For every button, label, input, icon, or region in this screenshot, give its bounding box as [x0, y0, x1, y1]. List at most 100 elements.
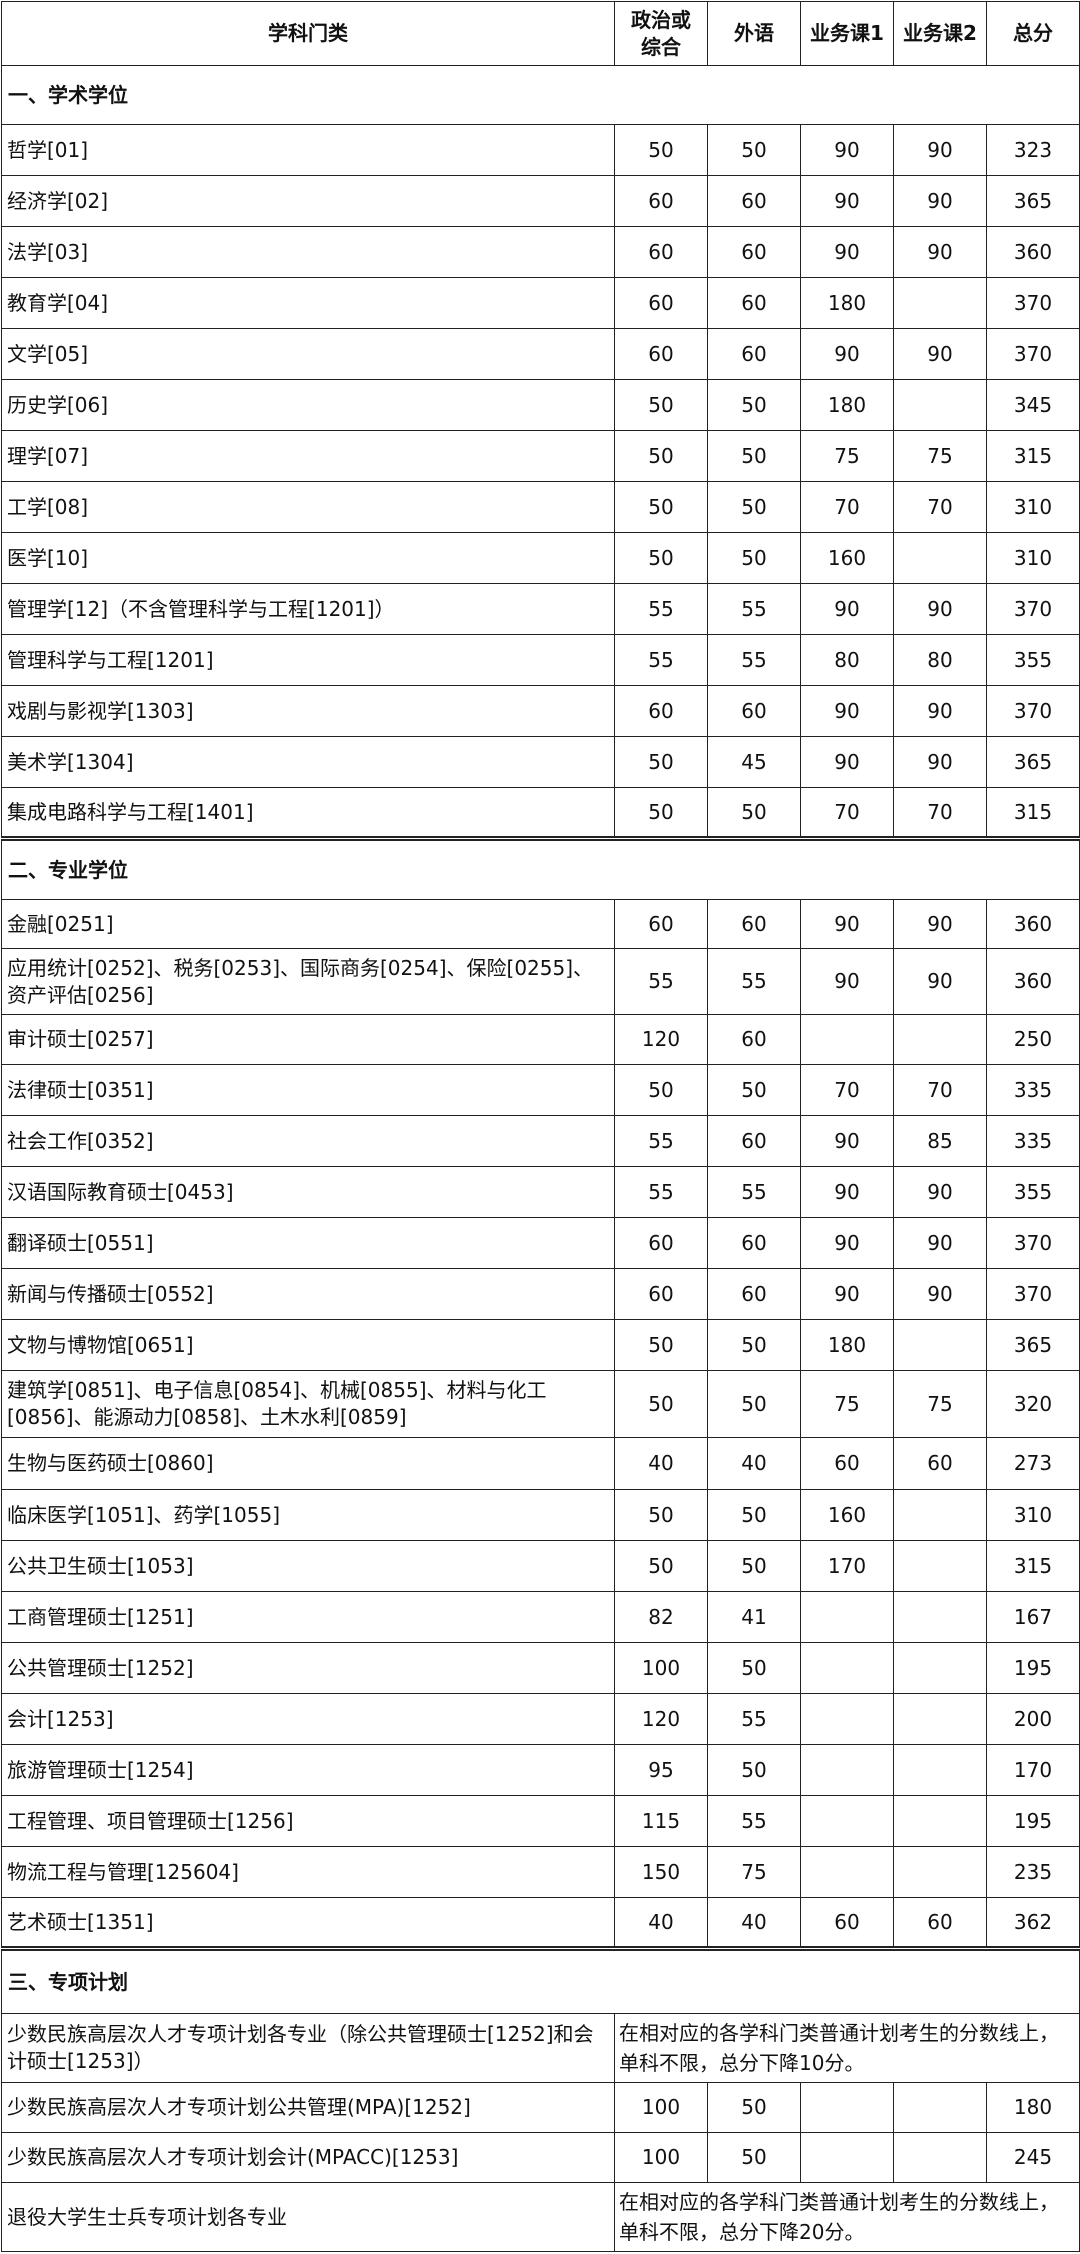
table-row: 管理学[12]（不含管理科学与工程[1201]） 55 55 90 90 370 [1, 583, 1080, 635]
politics-score: 60 [614, 1268, 708, 1320]
subject-name: 会计[1253] [1, 1693, 615, 1745]
table-row: 文学[05] 60 60 90 90 370 [1, 328, 1080, 380]
total-score: 310 [986, 1489, 1080, 1541]
politics-score: 150 [614, 1846, 708, 1898]
politics-score: 100 [614, 2082, 708, 2133]
politics-score: 50 [614, 1489, 708, 1541]
course2-score [893, 1489, 987, 1541]
subject-name: 医学[10] [1, 532, 615, 584]
foreign-score: 50 [707, 2082, 801, 2133]
course1-score: 90 [800, 226, 894, 278]
course2-score [893, 277, 987, 329]
table-row: 旅游管理硕士[1254] 95 50 170 [1, 1744, 1080, 1796]
subject-name: 工商管理硕士[1251] [1, 1591, 615, 1643]
total-score: 360 [986, 899, 1080, 949]
course2-score [893, 1014, 987, 1065]
total-score: 355 [986, 1166, 1080, 1218]
subject-name: 工学[08] [1, 481, 615, 533]
table-row: 应用统计[0252]、税务[0253]、国际商务[0254]、保险[0255]、… [1, 948, 1080, 1015]
course1-score: 60 [800, 1897, 894, 1949]
course2-score [893, 1319, 987, 1371]
course1-score: 160 [800, 532, 894, 584]
subject-name: 美术学[1304] [1, 736, 615, 788]
total-score: 370 [986, 1217, 1080, 1269]
course1-score: 90 [800, 1115, 894, 1167]
subject-name: 物流工程与管理[125604] [1, 1846, 615, 1898]
subject-name: 生物与医药硕士[0860] [1, 1437, 615, 1490]
table-row: 生物与医药硕士[0860] 40 40 60 60 273 [1, 1437, 1080, 1490]
course2-score [893, 2132, 987, 2183]
total-score: 365 [986, 175, 1080, 227]
total-score: 170 [986, 1744, 1080, 1796]
politics-score: 60 [614, 1217, 708, 1269]
table-row: 公共管理硕士[1252] 100 50 195 [1, 1642, 1080, 1694]
politics-score: 95 [614, 1744, 708, 1796]
politics-score: 50 [614, 532, 708, 584]
section-title: 二、专业学位 [1, 836, 1080, 900]
course1-score: 170 [800, 1540, 894, 1592]
table-row: 工学[08] 50 50 70 70 310 [1, 481, 1080, 533]
total-score: 180 [986, 2082, 1080, 2133]
foreign-score: 60 [707, 1014, 801, 1065]
total-score: 370 [986, 583, 1080, 635]
course1-score: 90 [800, 583, 894, 635]
subject-name: 公共管理硕士[1252] [1, 1642, 615, 1694]
foreign-score: 50 [707, 379, 801, 431]
table-row: 建筑学[0851]、电子信息[0854]、机械[0855]、材料与化工[0856… [1, 1370, 1080, 1438]
total-score: 370 [986, 328, 1080, 380]
foreign-score: 60 [707, 1217, 801, 1269]
course1-score: 70 [800, 787, 894, 839]
table-row: 经济学[02] 60 60 90 90 365 [1, 175, 1080, 227]
course2-score: 90 [893, 583, 987, 635]
total-score: 362 [986, 1897, 1080, 1949]
subject-name: 管理科学与工程[1201] [1, 634, 615, 686]
table-row: 社会工作[0352] 55 60 90 85 335 [1, 1115, 1080, 1167]
total-score: 195 [986, 1642, 1080, 1694]
course2-score [893, 1744, 987, 1796]
subject-name: 旅游管理硕士[1254] [1, 1744, 615, 1796]
course1-score: 90 [800, 899, 894, 949]
table-row: 金融[0251] 60 60 90 90 360 [1, 899, 1080, 949]
table-row: 戏剧与影视学[1303] 60 60 90 90 370 [1, 685, 1080, 737]
course2-score [893, 1540, 987, 1592]
politics-score: 50 [614, 1540, 708, 1592]
table-row: 少数民族高层次人才专项计划会计(MPACC)[1253] 100 50 245 [1, 2132, 1080, 2183]
politics-score: 60 [614, 226, 708, 278]
table-row: 集成电路科学与工程[1401] 50 50 70 70 315 [1, 787, 1080, 839]
foreign-score: 40 [707, 1437, 801, 1490]
subject-name: 法学[03] [1, 226, 615, 278]
foreign-score: 60 [707, 277, 801, 329]
politics-score: 60 [614, 685, 708, 737]
table-row: 法律硕士[0351] 50 50 70 70 335 [1, 1064, 1080, 1116]
subject-name: 工程管理、项目管理硕士[1256] [1, 1795, 615, 1847]
course1-score: 75 [800, 430, 894, 482]
foreign-score: 50 [707, 1540, 801, 1592]
header-row: 学科门类 政治或综合 外语 业务课1 业务课2 总分 [1, 1, 1080, 66]
section-row: 二、专业学位 [1, 836, 1080, 900]
total-score: 355 [986, 634, 1080, 686]
header-subject: 学科门类 [1, 1, 615, 66]
total-score: 365 [986, 736, 1080, 788]
course1-score: 90 [800, 124, 894, 176]
foreign-score: 60 [707, 175, 801, 227]
total-score: 315 [986, 1540, 1080, 1592]
politics-score: 50 [614, 379, 708, 431]
politics-score: 120 [614, 1014, 708, 1065]
table-row: 美术学[1304] 50 45 90 90 365 [1, 736, 1080, 788]
politics-score: 50 [614, 736, 708, 788]
course1-score [800, 2132, 894, 2183]
course1-score: 60 [800, 1437, 894, 1490]
foreign-score: 50 [707, 124, 801, 176]
foreign-score: 55 [707, 583, 801, 635]
total-score: 250 [986, 1014, 1080, 1065]
course1-score: 90 [800, 736, 894, 788]
subject-name: 集成电路科学与工程[1401] [1, 787, 615, 839]
course2-score: 75 [893, 430, 987, 482]
subject-name: 文物与博物馆[0651] [1, 1319, 615, 1371]
foreign-score: 45 [707, 736, 801, 788]
course2-score [893, 1642, 987, 1694]
subject-name: 审计硕士[0257] [1, 1014, 615, 1065]
course2-score: 60 [893, 1897, 987, 1949]
course1-score: 90 [800, 948, 894, 1015]
course2-score: 80 [893, 634, 987, 686]
